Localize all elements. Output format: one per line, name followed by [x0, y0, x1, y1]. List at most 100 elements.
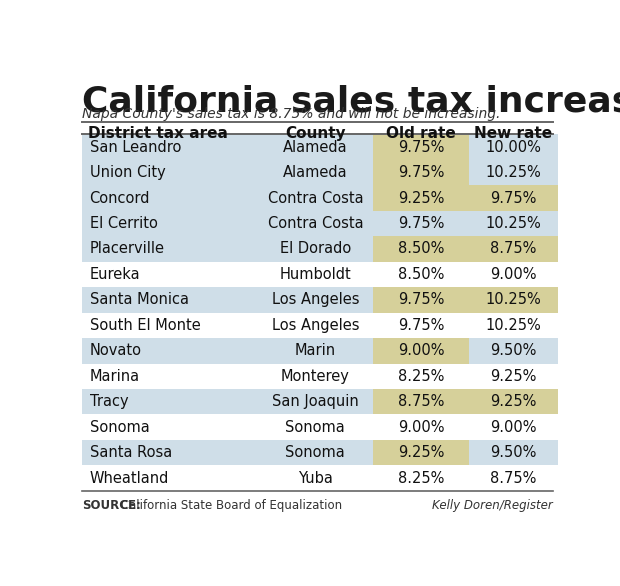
Bar	[469, 134, 558, 160]
Text: Napa County's sales tax is 8.75% and will not be increasing.: Napa County's sales tax is 8.75% and wil…	[82, 107, 501, 121]
Bar	[469, 262, 558, 287]
Text: California sales tax increases: California sales tax increases	[82, 85, 620, 119]
Bar	[373, 363, 469, 389]
Text: San Leandro: San Leandro	[89, 139, 181, 155]
Bar	[373, 287, 469, 312]
Bar	[469, 185, 558, 211]
Text: El Cerrito: El Cerrito	[89, 216, 157, 231]
Bar	[469, 312, 558, 338]
Text: California State Board of Equalization: California State Board of Equalization	[117, 499, 342, 512]
Text: 9.75%: 9.75%	[490, 190, 537, 206]
Bar	[373, 414, 469, 440]
Text: 9.50%: 9.50%	[490, 343, 537, 358]
Text: Eureka: Eureka	[89, 267, 140, 282]
Bar	[469, 465, 558, 491]
Text: 10.25%: 10.25%	[485, 165, 541, 180]
Text: Santa Rosa: Santa Rosa	[89, 445, 172, 460]
Text: 9.25%: 9.25%	[490, 369, 537, 384]
Bar	[469, 440, 558, 465]
Text: El Dorado: El Dorado	[280, 241, 351, 257]
Bar	[373, 236, 469, 262]
Bar	[82, 160, 258, 185]
Text: 9.00%: 9.00%	[490, 420, 537, 435]
Text: Alameda: Alameda	[283, 139, 348, 155]
Text: 9.75%: 9.75%	[398, 292, 445, 308]
Bar	[373, 465, 469, 491]
Text: 9.25%: 9.25%	[398, 190, 445, 206]
Text: 10.25%: 10.25%	[485, 318, 541, 333]
Bar	[258, 287, 373, 312]
Text: 8.75%: 8.75%	[490, 241, 537, 257]
Text: Old rate: Old rate	[386, 126, 456, 141]
Text: South El Monte: South El Monte	[89, 318, 200, 333]
Text: 9.00%: 9.00%	[490, 267, 537, 282]
Bar	[469, 236, 558, 262]
Text: San Joaquin: San Joaquin	[272, 394, 359, 409]
Text: 9.75%: 9.75%	[398, 216, 445, 231]
Text: Tracy: Tracy	[89, 394, 128, 409]
Bar	[469, 287, 558, 312]
Text: 9.50%: 9.50%	[490, 445, 537, 460]
Text: Contra Costa: Contra Costa	[268, 190, 363, 206]
Text: 9.75%: 9.75%	[398, 318, 445, 333]
Bar	[258, 185, 373, 211]
Bar	[373, 389, 469, 414]
Text: County: County	[285, 126, 346, 141]
Bar	[469, 363, 558, 389]
Bar	[258, 134, 373, 160]
Bar	[82, 465, 258, 491]
Bar	[469, 211, 558, 236]
Text: 10.00%: 10.00%	[485, 139, 541, 155]
Bar	[82, 134, 258, 160]
Text: 10.25%: 10.25%	[485, 292, 541, 308]
Text: Sonoma: Sonoma	[285, 420, 345, 435]
Bar	[258, 312, 373, 338]
Text: Sonoma: Sonoma	[89, 420, 149, 435]
Text: 9.75%: 9.75%	[398, 139, 445, 155]
Text: Contra Costa: Contra Costa	[268, 216, 363, 231]
Text: Marina: Marina	[89, 369, 140, 384]
Text: 9.25%: 9.25%	[398, 445, 445, 460]
Bar	[373, 262, 469, 287]
Text: 8.25%: 8.25%	[398, 471, 445, 486]
Bar	[258, 262, 373, 287]
Bar	[258, 160, 373, 185]
Bar	[82, 262, 258, 287]
Bar	[469, 389, 558, 414]
Bar	[469, 414, 558, 440]
Text: Humboldt: Humboldt	[280, 267, 351, 282]
Text: Alameda: Alameda	[283, 165, 348, 180]
Bar	[373, 185, 469, 211]
Text: Yuba: Yuba	[298, 471, 333, 486]
Bar	[258, 211, 373, 236]
Bar	[82, 440, 258, 465]
Bar	[373, 440, 469, 465]
Bar	[82, 389, 258, 414]
Text: SOURCE:: SOURCE:	[82, 499, 141, 512]
Bar	[82, 211, 258, 236]
Bar	[373, 211, 469, 236]
Bar	[258, 440, 373, 465]
Text: New rate: New rate	[474, 126, 552, 141]
Bar	[82, 363, 258, 389]
Bar	[373, 134, 469, 160]
Bar	[469, 160, 558, 185]
Bar	[469, 338, 558, 363]
Text: Placerville: Placerville	[89, 241, 164, 257]
Text: 8.50%: 8.50%	[398, 241, 445, 257]
Bar	[258, 338, 373, 363]
Bar	[82, 236, 258, 262]
Text: 8.75%: 8.75%	[490, 471, 537, 486]
Bar	[258, 389, 373, 414]
Text: Wheatland: Wheatland	[89, 471, 169, 486]
Bar	[82, 287, 258, 312]
Text: Monterey: Monterey	[281, 369, 350, 384]
Text: Los Angeles: Los Angeles	[272, 292, 359, 308]
Text: Los Angeles: Los Angeles	[272, 318, 359, 333]
Bar	[258, 414, 373, 440]
Text: Kelly Doren/Register: Kelly Doren/Register	[432, 499, 553, 512]
Text: Concord: Concord	[89, 190, 150, 206]
Bar	[82, 312, 258, 338]
Text: Marin: Marin	[294, 343, 336, 358]
Bar	[373, 338, 469, 363]
